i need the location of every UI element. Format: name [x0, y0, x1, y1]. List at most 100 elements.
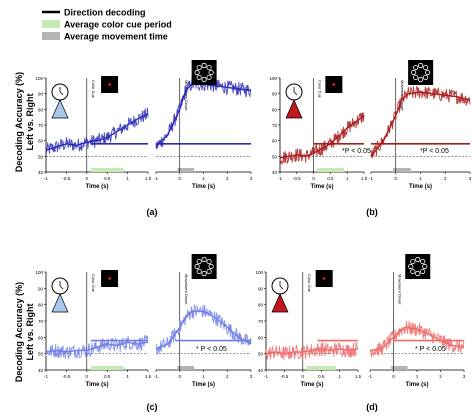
target-circle — [206, 74, 212, 81]
y-tick-label: 60 — [258, 335, 264, 340]
clock-hand-icon — [279, 285, 284, 290]
legend: Direction decoding Average color cue peri… — [42, 8, 172, 42]
target-circle — [196, 268, 202, 275]
decoding-mean-line — [265, 348, 359, 355]
x-tick-label: 1.5 — [145, 374, 152, 379]
event-onset-label: Movement Onset — [398, 274, 403, 305]
x-tick-label: -1 — [278, 176, 282, 181]
x-tick-label: 1 — [346, 176, 349, 181]
y-tick-label: 40 — [38, 170, 44, 175]
y-tick-label: 100 — [35, 270, 43, 275]
target-circle — [206, 258, 212, 265]
x-tick-label: 0 — [178, 176, 181, 181]
period-bar — [90, 366, 124, 370]
target-circle — [194, 69, 200, 76]
x-tick-label: 0.5 — [104, 374, 111, 379]
y-tick-label: 50 — [272, 154, 278, 159]
x-tick-label: 3 — [250, 374, 253, 379]
x-axis-title: Time (s) — [86, 184, 109, 190]
legend-swatch-color-cue — [42, 20, 60, 28]
window-movement-onset: -1 0 1 2 3 Time (s) Movement Onset — [154, 254, 253, 388]
x-tick-label: 1.5 — [361, 176, 368, 181]
window-color-cue: -1 -0.5 0 0.5 1 1.5 Time (s) Color Cue — [44, 270, 152, 388]
color-cue-dot — [332, 83, 336, 86]
legend-label: Average color cue period — [64, 20, 172, 30]
target-circle — [411, 69, 417, 76]
y-tick-label: 40 — [258, 368, 264, 373]
x-tick-label: 0 — [178, 374, 181, 379]
target-circle — [422, 74, 429, 81]
decoding-trace — [155, 303, 252, 355]
y-axis-title-line1: Decoding Accuracy (%) — [14, 282, 24, 382]
y-tick-label: 80 — [258, 303, 264, 308]
x-tick-label: 0 — [302, 374, 305, 379]
x-tick-label: 0 — [86, 374, 89, 379]
x-tick-label: -1 — [44, 374, 48, 379]
x-tick-label: 1 — [126, 374, 129, 379]
x-tick-label: 2 — [226, 374, 229, 379]
color-cue-dot — [108, 83, 111, 86]
x-tick-label: 0 — [312, 176, 315, 181]
y-tick-label: 50 — [38, 352, 44, 357]
panel-b: 40 50 60 70 80 90 100 -1 -0.5 0 0.5 1 1.5 Time (s) Col… — [269, 60, 472, 217]
panel-label: (b) — [366, 207, 378, 217]
event-onset-label: Color Cue — [307, 274, 312, 293]
legend-swatch-movement — [42, 32, 60, 40]
y-tick-label: 90 — [38, 92, 44, 97]
significance-note: * P < 0.05 — [415, 346, 446, 353]
y-tick-label: 50 — [38, 154, 44, 159]
target-circle — [422, 64, 429, 71]
subject-body-icon — [285, 99, 303, 119]
subject-body-icon — [51, 99, 69, 119]
x-tick-label: 1 — [416, 374, 419, 379]
target-circle — [206, 268, 212, 275]
legend-label: Direction decoding — [64, 8, 146, 18]
x-tick-label: -1 — [44, 176, 48, 181]
y-tick-label: 90 — [38, 286, 44, 291]
decoding-mean-line — [369, 326, 465, 352]
y-tick-label: 40 — [38, 368, 44, 373]
target-circle — [413, 74, 419, 81]
x-tick-label: -1 — [154, 176, 158, 181]
target-circle — [425, 69, 431, 76]
y-axis-titles: Decoding Accuracy (%) Left vs. RightDecod… — [14, 72, 35, 382]
decoding-trace — [370, 85, 471, 159]
period-bar — [177, 168, 194, 172]
target-stimulus — [191, 254, 217, 279]
significance-note: *P < 0.05 — [342, 148, 371, 155]
x-tick-label: 2 — [226, 176, 229, 181]
period-bar — [90, 168, 124, 172]
clock-hand-icon — [59, 91, 64, 96]
y-tick-label: 70 — [38, 123, 44, 128]
y-tick-label: 70 — [272, 123, 278, 128]
target-circle — [415, 270, 421, 277]
x-tick-label: -0.5 — [63, 176, 71, 181]
x-axis-title: Time (s) — [311, 184, 334, 190]
target-circle — [422, 263, 428, 270]
significance-note: * P < 0.05 — [196, 346, 227, 353]
x-tick-label: 3 — [463, 374, 466, 379]
x-tick-label: -0.5 — [63, 374, 71, 379]
y-tick-label: 70 — [258, 319, 264, 324]
target-circle — [194, 263, 200, 270]
panel-label: (a) — [147, 207, 158, 217]
target-circle — [196, 258, 202, 265]
y-tick-label: 100 — [35, 76, 43, 81]
x-tick-label: 0 — [86, 176, 89, 181]
x-tick-label: 3 — [469, 176, 472, 181]
decoding-trace — [265, 341, 359, 361]
target-circle — [410, 268, 416, 275]
target-stimulus — [408, 60, 434, 85]
panel-label: (d) — [366, 402, 378, 412]
x-tick-label: 0.5 — [104, 176, 111, 181]
x-axis-title: Time (s) — [301, 382, 324, 388]
decoding-trace — [45, 107, 149, 154]
x-tick-label: 2 — [439, 374, 442, 379]
panel-c: 40 50 60 70 80 90 100 -1 -0.5 0 0.5 1 1.5 Time (s) Col… — [35, 254, 253, 412]
x-tick-label: 1 — [338, 374, 341, 379]
target-circle — [201, 270, 207, 277]
target-circle — [420, 268, 426, 275]
window-color-cue: -1 -0.5 0 0.5 1 1.5 Time (s) Color Cue — [264, 270, 362, 388]
